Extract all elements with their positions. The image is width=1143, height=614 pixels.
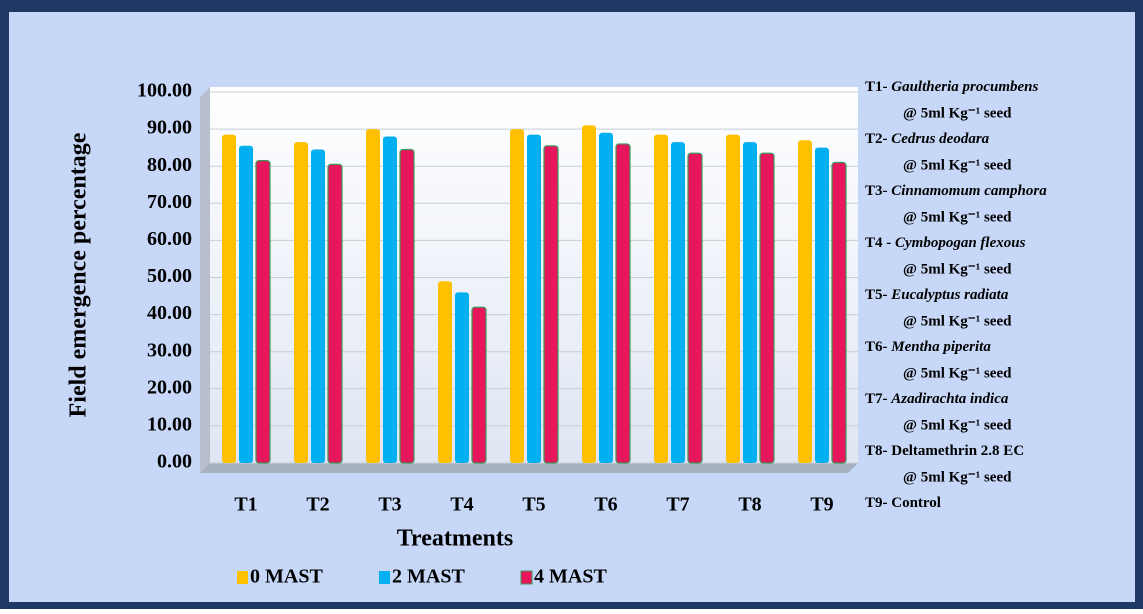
note-code: T1-: [865, 79, 888, 95]
note-line: T1- Gaultheria procumbens: [865, 79, 1039, 95]
bar: [510, 129, 524, 463]
bar: [222, 134, 236, 464]
y-tick-label: 0.00: [157, 451, 192, 473]
x-tick-label: T9: [810, 494, 833, 516]
plot-wall: [200, 87, 210, 473]
legend-label: 4 MAST: [534, 566, 607, 588]
bar: [815, 147, 829, 463]
note-code: T6-: [865, 339, 888, 355]
x-tick-label: T5: [522, 494, 545, 516]
bar: [831, 161, 847, 464]
bar: [438, 281, 452, 463]
note-line: T6- Mentha piperita: [865, 339, 991, 355]
note-name: Deltamethrin 2.8 EC: [891, 443, 1024, 459]
legend-swatch: [379, 571, 390, 584]
legend-swatch: [237, 571, 248, 584]
note-line: T7- Azadirachta indica: [865, 391, 1009, 407]
y-tick-label: 80.00: [147, 154, 192, 176]
x-axis-title: Treatments: [397, 526, 513, 552]
bar: [366, 129, 380, 463]
bar: [726, 134, 740, 464]
note-dose: @ 5ml Kg⁻¹ seed: [903, 469, 1012, 485]
bar: [399, 148, 415, 464]
bar: [615, 143, 631, 464]
note-dose: @ 5ml Kg⁻¹ seed: [903, 417, 1012, 433]
note-code: T3-: [865, 183, 888, 199]
bar: [743, 142, 757, 463]
bar: [383, 136, 397, 463]
y-tick-label: 60.00: [147, 228, 192, 250]
legend-label: 0 MAST: [250, 566, 323, 588]
note-code: T4 -: [865, 235, 891, 251]
bar: [294, 142, 308, 463]
note-name: Cymbopogan flexous: [895, 235, 1026, 251]
y-tick-label: 100.00: [137, 80, 192, 102]
note-name: Gaultheria procumbens: [891, 79, 1038, 95]
bar: [759, 152, 775, 464]
note-name: Eucalyptus radiata: [890, 287, 1009, 303]
x-tick-label: T3: [378, 494, 401, 516]
y-tick-label: 90.00: [147, 117, 192, 139]
note-line: T9- Control: [865, 495, 941, 511]
bar: [654, 134, 668, 464]
y-tick-label: 20.00: [147, 376, 192, 398]
y-axis-title: Field emergence percentage: [66, 132, 92, 417]
note-name: Mentha piperita: [890, 339, 991, 355]
x-tick-label: T4: [450, 494, 473, 516]
note-code: T2-: [865, 131, 888, 147]
bar: [798, 140, 812, 464]
note-dose: @ 5ml Kg⁻¹ seed: [903, 157, 1012, 173]
legend-label: 2 MAST: [392, 566, 465, 588]
note-code: T7-: [865, 391, 888, 407]
bar: [471, 306, 487, 464]
note-line: T5- Eucalyptus radiata: [865, 287, 1009, 303]
note-dose: @ 5ml Kg⁻¹ seed: [903, 365, 1012, 381]
bar: [239, 145, 253, 464]
legend-swatch: [520, 570, 533, 585]
note-line: T4 - Cymbopogan flexous: [865, 235, 1026, 251]
note-name: Azadirachta indica: [890, 391, 1009, 407]
x-tick-label: T2: [306, 494, 329, 516]
bar: [671, 142, 685, 463]
note-code: T5-: [865, 287, 888, 303]
y-tick-label: 40.00: [147, 302, 192, 324]
y-tick-label: 70.00: [147, 191, 192, 213]
bar: [311, 149, 325, 463]
x-tick-label: T1: [234, 494, 257, 516]
bar: [527, 134, 541, 464]
note-name: Cinnamomum camphora: [891, 183, 1047, 199]
note-name: Cedrus deodara: [891, 131, 989, 147]
bar: [455, 292, 469, 463]
note-code: T8-: [865, 443, 888, 459]
note-line: T3- Cinnamomum camphora: [865, 183, 1047, 199]
bar: [582, 125, 596, 463]
bar: [599, 132, 613, 463]
note-name: Control: [891, 495, 941, 511]
note-dose: @ 5ml Kg⁻¹ seed: [903, 313, 1012, 329]
note-code: T9-: [865, 495, 888, 511]
y-tick-label: 10.00: [147, 413, 192, 435]
x-tick-label: T8: [738, 494, 761, 516]
bar: [543, 145, 559, 464]
bar: [255, 160, 271, 464]
y-tick-label: 30.00: [147, 339, 192, 361]
x-tick-label: T7: [666, 494, 689, 516]
bar: [687, 152, 703, 464]
plot-floor: [200, 463, 858, 473]
bar: [327, 163, 343, 464]
note-line: T8- Deltamethrin 2.8 EC: [865, 443, 1024, 459]
note-dose: @ 5ml Kg⁻¹ seed: [903, 261, 1012, 277]
y-tick-label: 50.00: [147, 265, 192, 287]
x-tick-label: T6: [594, 494, 617, 516]
note-dose: @ 5ml Kg⁻¹ seed: [903, 209, 1012, 225]
note-dose: @ 5ml Kg⁻¹ seed: [903, 105, 1012, 121]
note-line: T2- Cedrus deodara: [865, 131, 990, 147]
